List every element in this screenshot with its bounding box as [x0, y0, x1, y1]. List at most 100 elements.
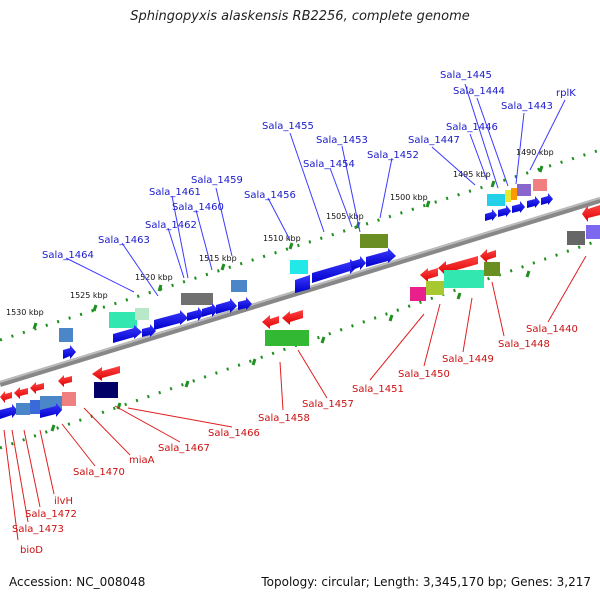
gene-arrow-rev[interactable]: [282, 310, 303, 325]
gene-arrow-fwd[interactable]: [350, 256, 366, 270]
gene-label-sala-1448[interactable]: Sala_1448: [498, 339, 550, 350]
gene-label-sala-1454[interactable]: Sala_1454: [303, 159, 355, 170]
gene-label-sala-1455[interactable]: Sala_1455: [262, 121, 314, 132]
gene-box-yellow-green[interactable]: [426, 281, 444, 295]
kbp-label-1530: 1530 kbp: [6, 308, 44, 317]
gene-label-sala-1443[interactable]: Sala_1443: [501, 101, 553, 112]
gene-label-sala-1456[interactable]: Sala_1456: [244, 190, 296, 201]
gene-box-cyan[interactable]: [487, 194, 505, 206]
gene-label-sala-1472[interactable]: Sala_1472: [25, 509, 77, 520]
gene-box-purple[interactable]: [586, 225, 600, 239]
gene-label-sala-1473[interactable]: Sala_1473: [12, 524, 64, 535]
gene-box-mint-light[interactable]: [135, 308, 149, 320]
gene-arrow-fwd[interactable]: [541, 193, 553, 205]
gene-arrow-fwd[interactable]: [113, 325, 142, 343]
gene-box-green[interactable]: [265, 330, 309, 346]
gene-label-sala-1447[interactable]: Sala_1447: [408, 135, 460, 146]
gene-arrow-rev[interactable]: [92, 366, 120, 381]
gene-arrow-rev[interactable]: [14, 387, 28, 399]
gene-box-olive[interactable]: [360, 234, 388, 248]
gene-label-sala-1452[interactable]: Sala_1452: [367, 150, 419, 161]
gene-label-sala-1446[interactable]: Sala_1446: [446, 122, 498, 133]
kbp-label-1490: 1490 kbp: [516, 148, 554, 157]
gene-arrow-fwd[interactable]: [40, 403, 62, 418]
gene-label-sala-1459[interactable]: Sala_1459: [191, 175, 243, 186]
kbp-label-1520: 1520 kbp: [135, 273, 173, 282]
gene-arrow-fwd[interactable]: [295, 275, 310, 293]
gene-label-sala-1464[interactable]: Sala_1464: [42, 250, 94, 261]
kbp-label-1500: 1500 kbp: [390, 193, 428, 202]
gene-label-sala-1453[interactable]: Sala_1453: [316, 135, 368, 146]
bottom-leader-lines: [3, 255, 587, 541]
gene-box-navy[interactable]: [94, 382, 118, 398]
gene-label-sala-1457[interactable]: Sala_1457: [302, 399, 354, 410]
gene-box-pink[interactable]: [533, 179, 547, 191]
accession-text: Accession: NC_008048: [9, 575, 146, 589]
gene-box-cyan[interactable]: [290, 260, 308, 274]
gene-box-yellow[interactable]: [505, 190, 511, 202]
gene-label-sala-1470[interactable]: Sala_1470: [73, 467, 125, 478]
kbp-label-1510: 1510 kbp: [263, 234, 301, 243]
gene-box-mint[interactable]: [444, 270, 484, 288]
gene-arrow-fwd[interactable]: [366, 248, 396, 267]
gene-arrow-rev[interactable]: [262, 315, 279, 329]
gene-label-sala-1460[interactable]: Sala_1460: [172, 202, 224, 213]
gene-arrow-fwd[interactable]: [0, 404, 18, 419]
gene-label-sala-1462[interactable]: Sala_1462: [145, 220, 197, 231]
gene-arrow-fwd[interactable]: [485, 209, 497, 221]
gene-box-orange[interactable]: [511, 188, 517, 200]
gene-box-gray[interactable]: [181, 293, 213, 305]
gene-arrow-rev[interactable]: [420, 268, 438, 282]
gene-box-pink[interactable]: [62, 392, 76, 406]
gene-label-sala-1466[interactable]: Sala_1466: [208, 428, 260, 439]
gene-arrow-fwd[interactable]: [527, 196, 540, 208]
gene-label-sala-1449[interactable]: Sala_1449: [442, 354, 494, 365]
gene-label-sala-1445[interactable]: Sala_1445: [440, 70, 492, 81]
gene-label-rplk[interactable]: rplK: [556, 88, 576, 99]
gene-label-sala-1461[interactable]: Sala_1461: [149, 187, 201, 198]
gene-box-steel[interactable]: [16, 403, 30, 415]
gene-arrow-rev[interactable]: [480, 249, 496, 263]
gene-label-biod[interactable]: bioD: [20, 545, 43, 556]
forward-strand-genes: [59, 179, 600, 359]
gene-box-mint[interactable]: [109, 312, 137, 328]
gene-arrow-rev[interactable]: [0, 391, 12, 403]
gene-box-gray[interactable]: [567, 231, 585, 245]
gene-arrow-fwd[interactable]: [63, 345, 76, 359]
gene-label-sala-1444[interactable]: Sala_1444: [453, 86, 505, 97]
gene-arrow-rev[interactable]: [30, 382, 44, 394]
kbp-label-1525: 1525 kbp: [70, 291, 108, 300]
gene-box-magenta[interactable]: [410, 287, 426, 301]
gene-arrow-fwd[interactable]: [238, 297, 252, 310]
gene-label-sala-1458[interactable]: Sala_1458: [258, 413, 310, 424]
gene-arrow-fwd[interactable]: [512, 201, 525, 213]
gene-label-miaa[interactable]: miaA: [129, 455, 155, 466]
gene-arrow-rev[interactable]: [58, 375, 72, 387]
gene-box-steel[interactable]: [59, 328, 73, 342]
gene-box-olive[interactable]: [484, 262, 500, 276]
topology-text: Topology: circular; Length: 3,345,170 bp…: [261, 575, 591, 589]
gene-label-ilvh[interactable]: ilvH: [54, 496, 73, 507]
gene-arrow-fwd[interactable]: [498, 205, 511, 217]
top-major-ticks: [32, 165, 544, 330]
gene-arrow-fwd[interactable]: [202, 303, 218, 317]
gene-box-blue[interactable]: [30, 400, 40, 414]
reverse-strand-genes: [0, 205, 600, 419]
bottom-major-ticks: [50, 270, 531, 432]
gene-box-purple[interactable]: [517, 184, 531, 196]
genome-backbone: [0, 197, 600, 387]
gene-box-steel[interactable]: [231, 280, 247, 292]
gene-label-sala-1440[interactable]: Sala_1440: [526, 324, 578, 335]
gene-label-sala-1467[interactable]: Sala_1467: [158, 443, 210, 454]
gene-arrow-rev[interactable]: [582, 205, 600, 222]
gene-label-sala-1463[interactable]: Sala_1463: [98, 235, 150, 246]
gene-arrow-fwd[interactable]: [312, 259, 358, 283]
gene-label-sala-1450[interactable]: Sala_1450: [398, 369, 450, 380]
gene-arrow-fwd[interactable]: [154, 310, 188, 330]
gene-arrow-fwd[interactable]: [142, 324, 156, 337]
kbp-label-1495: 1495 kbp: [453, 170, 491, 179]
gene-label-sala-1451[interactable]: Sala_1451: [352, 384, 404, 395]
gene-arrow-fwd[interactable]: [187, 307, 204, 321]
gene-arrow-fwd[interactable]: [216, 298, 237, 314]
